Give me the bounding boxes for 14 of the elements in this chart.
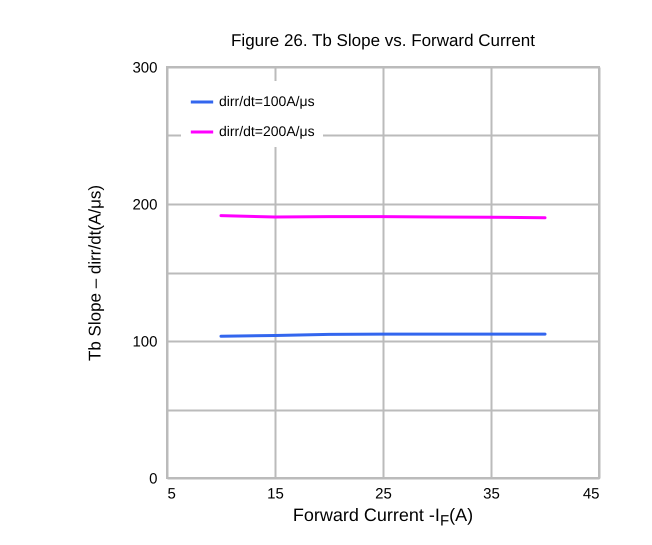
y-tick-label: 300 [132,60,158,76]
y-tick-label: 0 [149,470,158,488]
legend-label: dirr/dt=200A/μs [219,123,315,139]
y-tick-label: 200 [132,196,158,214]
legend-label: dirr/dt=100A/μs [219,93,315,109]
x-tick-label: 45 [582,486,600,502]
y-tick-label: 100 [132,334,158,350]
y-axis-title: Tb Slope – dirr/dt(A/μs) [85,184,104,362]
x-tick-label: 15 [267,486,284,502]
chart-title: Figure 26. Tb Slope vs. Forward Current [231,31,536,50]
x-tick-label: 25 [375,486,392,502]
x-tick-label: 5 [168,486,176,502]
x-tick-label: 35 [483,486,500,502]
x-axis-title: Forward Current -I$_{F}$(A) [292,505,474,530]
